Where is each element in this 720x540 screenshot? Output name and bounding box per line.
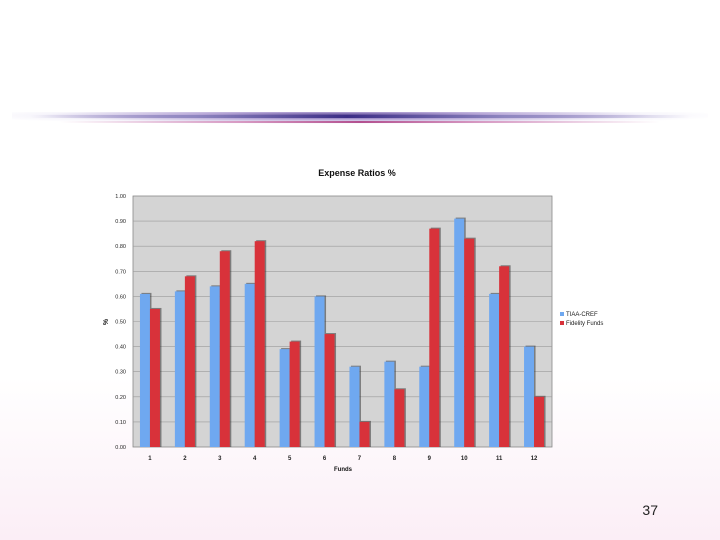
bar-fidelity-funds-6 — [324, 334, 335, 447]
bar-tiaa-cref-1 — [139, 293, 150, 447]
legend-swatch — [560, 312, 564, 316]
chart-title: Expense Ratios % — [318, 168, 396, 178]
y-tick-label: 0.30 — [115, 370, 126, 376]
x-tick-label: 11 — [496, 456, 503, 462]
x-tick-label: 10 — [461, 456, 468, 462]
bar-fidelity-funds-1 — [149, 308, 160, 447]
x-tick-label: 9 — [428, 456, 432, 462]
bar-tiaa-cref-6 — [314, 296, 325, 447]
y-tick-label: 0.80 — [115, 244, 126, 250]
y-tick-label: 0.40 — [115, 345, 126, 351]
legend: TIAA-CREF Fidelity Funds — [560, 312, 603, 327]
bar-tiaa-cref-9 — [419, 366, 430, 447]
legend-swatch — [560, 321, 564, 325]
y-tick-labels: 0.00 0.10 0.20 0.30 0.40 0.50 0.60 0.70 0.80 0.90… — [115, 194, 126, 451]
title-divider-line-blue — [30, 115, 690, 118]
y-tick-label: 1.00 — [115, 194, 126, 200]
bar-tiaa-cref-3 — [209, 286, 220, 447]
x-tick-label: 3 — [218, 456, 222, 462]
y-tick-label: 0.90 — [115, 219, 126, 225]
bar-fidelity-funds-4 — [254, 241, 265, 447]
bar-fidelity-funds-12 — [534, 396, 545, 447]
bar-tiaa-cref-2 — [174, 291, 185, 447]
gridlines — [133, 220, 552, 423]
x-axis-label: Funds — [334, 467, 353, 473]
x-tick-labels: 1 2 3 4 5 6 7 8 9 10 11 12 — [148, 456, 538, 462]
bar-tiaa-cref-10 — [454, 218, 465, 447]
x-tick-label: 1 — [148, 456, 152, 462]
legend-label: TIAA-CREF — [566, 312, 598, 318]
bar-tiaa-cref-11 — [489, 293, 500, 447]
y-tick-label: 0.10 — [115, 420, 126, 426]
bar-fidelity-funds-3 — [219, 251, 230, 447]
bar-tiaa-cref-5 — [279, 349, 290, 447]
bar-fidelity-funds-10 — [464, 238, 475, 447]
bar-fidelity-funds-8 — [394, 389, 405, 447]
bar-tiaa-cref-4 — [244, 283, 255, 447]
x-tick-label: 7 — [358, 456, 362, 462]
x-tick-label: 12 — [531, 456, 538, 462]
bar-fidelity-funds-2 — [184, 276, 195, 447]
bar-fidelity-funds-11 — [499, 266, 510, 447]
y-tick-label: 0.60 — [115, 294, 126, 300]
bar-tiaa-cref-7 — [349, 366, 360, 447]
y-tick-label: 0.70 — [115, 269, 126, 275]
y-tick-label: 0.20 — [115, 395, 126, 401]
page-number: 37 — [642, 502, 658, 518]
x-tick-label: 6 — [323, 456, 327, 462]
bar-fidelity-funds-7 — [359, 421, 370, 447]
y-axis-label: % — [103, 318, 110, 325]
bars — [139, 217, 546, 447]
bar-tiaa-cref-12 — [524, 346, 535, 447]
bar-fidelity-funds-9 — [429, 228, 440, 447]
x-tick-label: 5 — [288, 456, 292, 462]
bar-tiaa-cref-8 — [384, 361, 395, 447]
title-divider-line-pink — [60, 121, 660, 123]
x-tick-label: 2 — [183, 456, 187, 462]
y-tick-label: 0.50 — [115, 320, 126, 326]
x-tick-label: 4 — [253, 456, 257, 462]
x-tick-label: 8 — [393, 456, 397, 462]
bar-fidelity-funds-5 — [289, 341, 300, 447]
legend-label: Fidelity Funds — [566, 321, 603, 327]
y-tick-label: 0.00 — [115, 445, 126, 451]
